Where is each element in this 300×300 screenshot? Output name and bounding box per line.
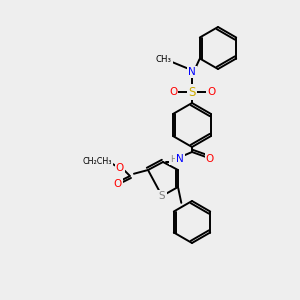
Text: CH₃: CH₃ bbox=[156, 56, 172, 64]
Text: S: S bbox=[188, 85, 196, 98]
Text: O: O bbox=[116, 163, 124, 173]
Text: O: O bbox=[169, 87, 177, 97]
Text: CH₂CH₃: CH₂CH₃ bbox=[82, 158, 112, 166]
Text: H: H bbox=[170, 154, 176, 164]
Text: O: O bbox=[206, 154, 214, 164]
Text: N: N bbox=[176, 154, 184, 164]
Text: N: N bbox=[188, 67, 196, 77]
Text: O: O bbox=[207, 87, 215, 97]
Text: O: O bbox=[114, 179, 122, 189]
Text: S: S bbox=[159, 191, 165, 201]
